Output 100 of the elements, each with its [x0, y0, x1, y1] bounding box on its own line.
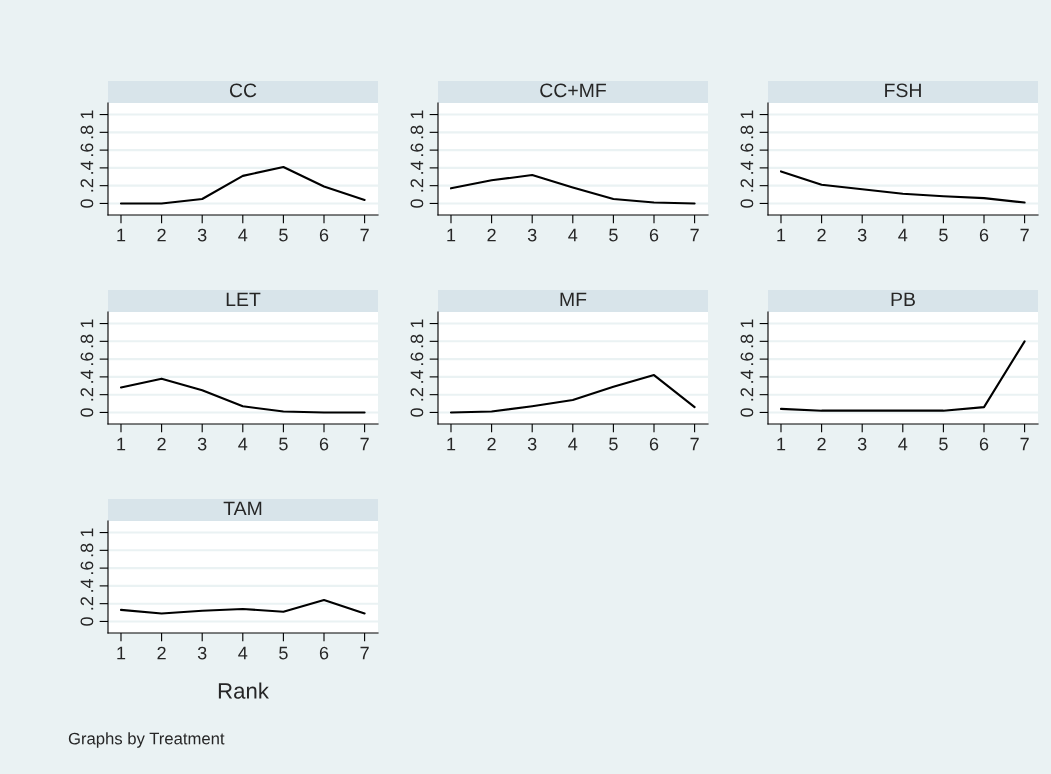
y-tick-label: .2 — [80, 388, 94, 401]
x-tick-label: 3 — [527, 437, 537, 451]
chart-title: CC+MF — [540, 83, 606, 98]
x-tick-label: 2 — [157, 437, 166, 451]
y-tick-label: .8 — [740, 125, 754, 139]
x-tick-label: 7 — [1020, 228, 1029, 242]
y-tick-label: .8 — [740, 334, 754, 348]
y-tick-label: .4 — [740, 160, 754, 174]
y-tick-label: 1 — [80, 319, 94, 328]
y-tick-label: .2 — [80, 597, 94, 610]
x-tick-label: 6 — [979, 228, 989, 242]
chart-title: LET — [226, 292, 261, 307]
line-series — [449, 374, 696, 414]
x-tick-label: 5 — [939, 437, 948, 451]
x-tick-label: 4 — [238, 646, 248, 660]
y-tick-label: 0 — [410, 199, 424, 208]
x-tick-label: 2 — [487, 228, 496, 242]
y-tick-label: 1 — [80, 528, 94, 537]
x-tick-label: 6 — [319, 437, 329, 451]
x-tick-label: 7 — [360, 646, 369, 660]
y-tick-label: 0 — [740, 408, 754, 417]
line-series — [119, 165, 366, 205]
x-tick-label: 7 — [690, 437, 699, 451]
y-tick-label: .6 — [80, 561, 94, 574]
y-tick-label: .6 — [80, 143, 94, 156]
y-tick-label: .2 — [80, 179, 94, 192]
x-axis-title: Rank — [218, 682, 269, 699]
x-tick-label: 1 — [447, 228, 456, 242]
chart-title: PB — [891, 292, 915, 307]
y-tick-label: .8 — [80, 125, 94, 139]
y-tick-label: .2 — [410, 388, 424, 401]
y-tick-label: .6 — [410, 143, 424, 156]
y-tick-label: .8 — [80, 543, 94, 557]
x-tick-label: 5 — [609, 437, 618, 451]
y-tick-label: 0 — [80, 617, 94, 626]
x-tick-label: 6 — [979, 437, 989, 451]
x-tick-label: 1 — [777, 228, 786, 242]
x-tick-label: 1 — [777, 437, 786, 451]
x-tick-label: 7 — [360, 228, 369, 242]
text: Graphs by Treatment — [68, 732, 225, 748]
x-tick-label: 2 — [817, 437, 826, 451]
y-tick-label: .6 — [410, 352, 424, 365]
y-tick-label: 0 — [740, 199, 754, 208]
y-tick-label: .2 — [410, 179, 424, 192]
y-tick-label: .2 — [740, 179, 754, 192]
x-tick-label: 2 — [157, 646, 166, 660]
x-tick-label: 3 — [197, 646, 207, 660]
x-tick-label: 5 — [279, 437, 288, 451]
x-tick-label: 1 — [117, 646, 126, 660]
y-tick-label: .6 — [740, 352, 754, 365]
x-tick-label: 1 — [447, 437, 456, 451]
chart-title: MF — [560, 292, 587, 307]
x-tick-label: 4 — [568, 228, 578, 242]
y-tick-label: 1 — [410, 319, 424, 328]
y-tick-label: 0 — [80, 408, 94, 417]
x-tick-label: 4 — [568, 437, 578, 451]
x-tick-label: 7 — [1020, 437, 1029, 451]
line-series — [119, 377, 366, 414]
x-tick-label: 3 — [527, 228, 537, 242]
x-tick-label: 5 — [279, 646, 288, 660]
x-tick-label: 6 — [649, 437, 659, 451]
x-tick-label: 4 — [898, 437, 908, 451]
y-tick-label: .4 — [80, 160, 94, 174]
y-tick-label: .8 — [80, 334, 94, 348]
x-tick-label: 4 — [898, 228, 908, 242]
y-tick-label: .6 — [80, 352, 94, 365]
x-tick-label: 7 — [360, 437, 369, 451]
y-tick-label: .6 — [740, 143, 754, 156]
y-tick-label: 1 — [740, 319, 754, 328]
line-series — [449, 173, 696, 205]
y-tick-label: .4 — [740, 369, 754, 383]
x-tick-label: 2 — [157, 228, 166, 242]
x-tick-label: 2 — [817, 228, 826, 242]
x-tick-label: 1 — [117, 228, 126, 242]
y-tick-label: .4 — [80, 369, 94, 383]
x-tick-label: 6 — [319, 646, 329, 660]
x-tick-label: 5 — [279, 228, 288, 242]
y-tick-label: 1 — [740, 110, 754, 119]
x-tick-label: 3 — [197, 437, 207, 451]
x-tick-label: 4 — [238, 437, 248, 451]
y-tick-label: .8 — [410, 125, 424, 139]
x-tick-label: 4 — [238, 228, 248, 242]
y-tick-label: .4 — [410, 160, 424, 174]
x-tick-label: 6 — [319, 228, 329, 242]
chart-title: TAM — [223, 501, 262, 516]
y-tick-label: 1 — [80, 110, 94, 119]
x-tick-label: 3 — [197, 228, 207, 242]
x-tick-label: 6 — [649, 228, 659, 242]
x-tick-label: 7 — [690, 228, 699, 242]
line-series — [779, 170, 1026, 204]
x-tick-label: 3 — [857, 228, 867, 242]
y-tick-label: 1 — [410, 110, 424, 119]
x-tick-label: 1 — [117, 437, 126, 451]
y-tick-label: .8 — [410, 334, 424, 348]
line-series — [119, 599, 366, 615]
line-series — [779, 340, 1026, 412]
y-tick-label: 0 — [410, 408, 424, 417]
chart-title: FSH — [885, 83, 921, 98]
y-tick-label: .4 — [80, 578, 94, 592]
x-tick-label: 5 — [939, 228, 948, 242]
